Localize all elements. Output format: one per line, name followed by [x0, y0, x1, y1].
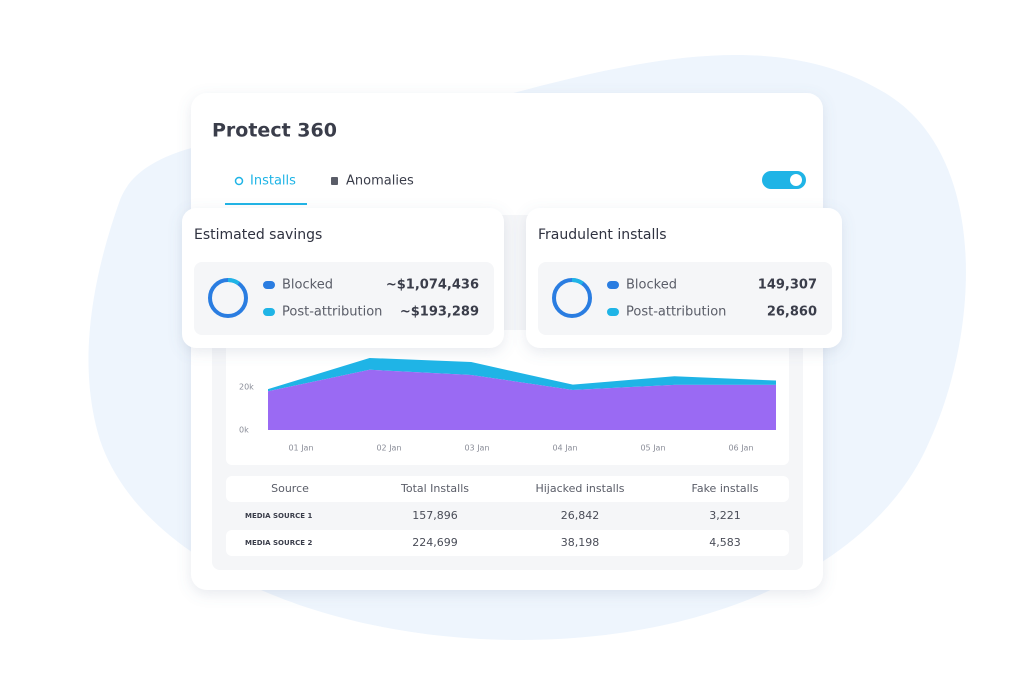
table-header-cell: Hijacked installs: [535, 482, 624, 495]
tab-underline: [225, 203, 307, 205]
table-source: MEDIA SOURCE 2: [245, 539, 312, 547]
x-tick-label: 04 Jan: [552, 444, 577, 453]
legend-label: Post-attribution: [626, 305, 726, 320]
x-tick-label: 03 Jan: [464, 444, 489, 453]
legend-label: Blocked: [282, 278, 333, 293]
donut-segment: [227, 277, 240, 286]
table-row: [226, 530, 789, 556]
table-cell: 157,896: [412, 509, 458, 522]
tab-icon: [234, 176, 244, 186]
card-inner: [194, 262, 494, 335]
x-tick-label: 02 Jan: [376, 444, 401, 453]
x-tick-label: 01 Jan: [288, 444, 313, 453]
table-header-cell: Total Installs: [400, 482, 469, 495]
stat-value: 26,860: [767, 305, 817, 320]
card-title: Estimated savings: [194, 227, 322, 243]
stat-value: 149,307: [758, 278, 817, 293]
table-header: [226, 476, 789, 502]
stat-value: ~$1,074,436: [386, 278, 479, 293]
table-cell: 4,583: [709, 536, 741, 549]
toggle-knob: [790, 174, 802, 186]
y-tick-label: 0k: [239, 426, 249, 435]
table-cell: 3,221: [709, 509, 741, 522]
title: Protect 360: [212, 120, 337, 142]
x-tick-label: 06 Jan: [728, 444, 753, 453]
area: [268, 369, 776, 430]
table-cell: 38,198: [561, 536, 600, 549]
area: [268, 357, 776, 392]
table-cell: 224,699: [412, 536, 458, 549]
tab[interactable]: Anomalies: [346, 174, 414, 189]
tab-icon: [331, 177, 338, 185]
stat-value: ~$193,289: [400, 305, 479, 320]
donut-segment: [571, 277, 584, 286]
legend-pill: [607, 281, 619, 289]
legend-pill: [607, 308, 619, 316]
legend-pill: [263, 308, 275, 316]
tab[interactable]: Installs: [250, 174, 296, 189]
legend-pill: [263, 281, 275, 289]
legend-label: Post-attribution: [282, 305, 382, 320]
card-inner: [538, 262, 832, 335]
table-cell: 26,842: [561, 509, 600, 522]
x-tick-label: 05 Jan: [640, 444, 665, 453]
legend-label: Blocked: [626, 278, 677, 293]
y-tick-label: 20k: [239, 383, 254, 392]
table-header-cell: Fake installs: [692, 482, 759, 495]
table-header-cell: Source: [271, 482, 309, 495]
table-source: MEDIA SOURCE 1: [245, 512, 312, 520]
card-title: Fraudulent installs: [538, 227, 667, 243]
